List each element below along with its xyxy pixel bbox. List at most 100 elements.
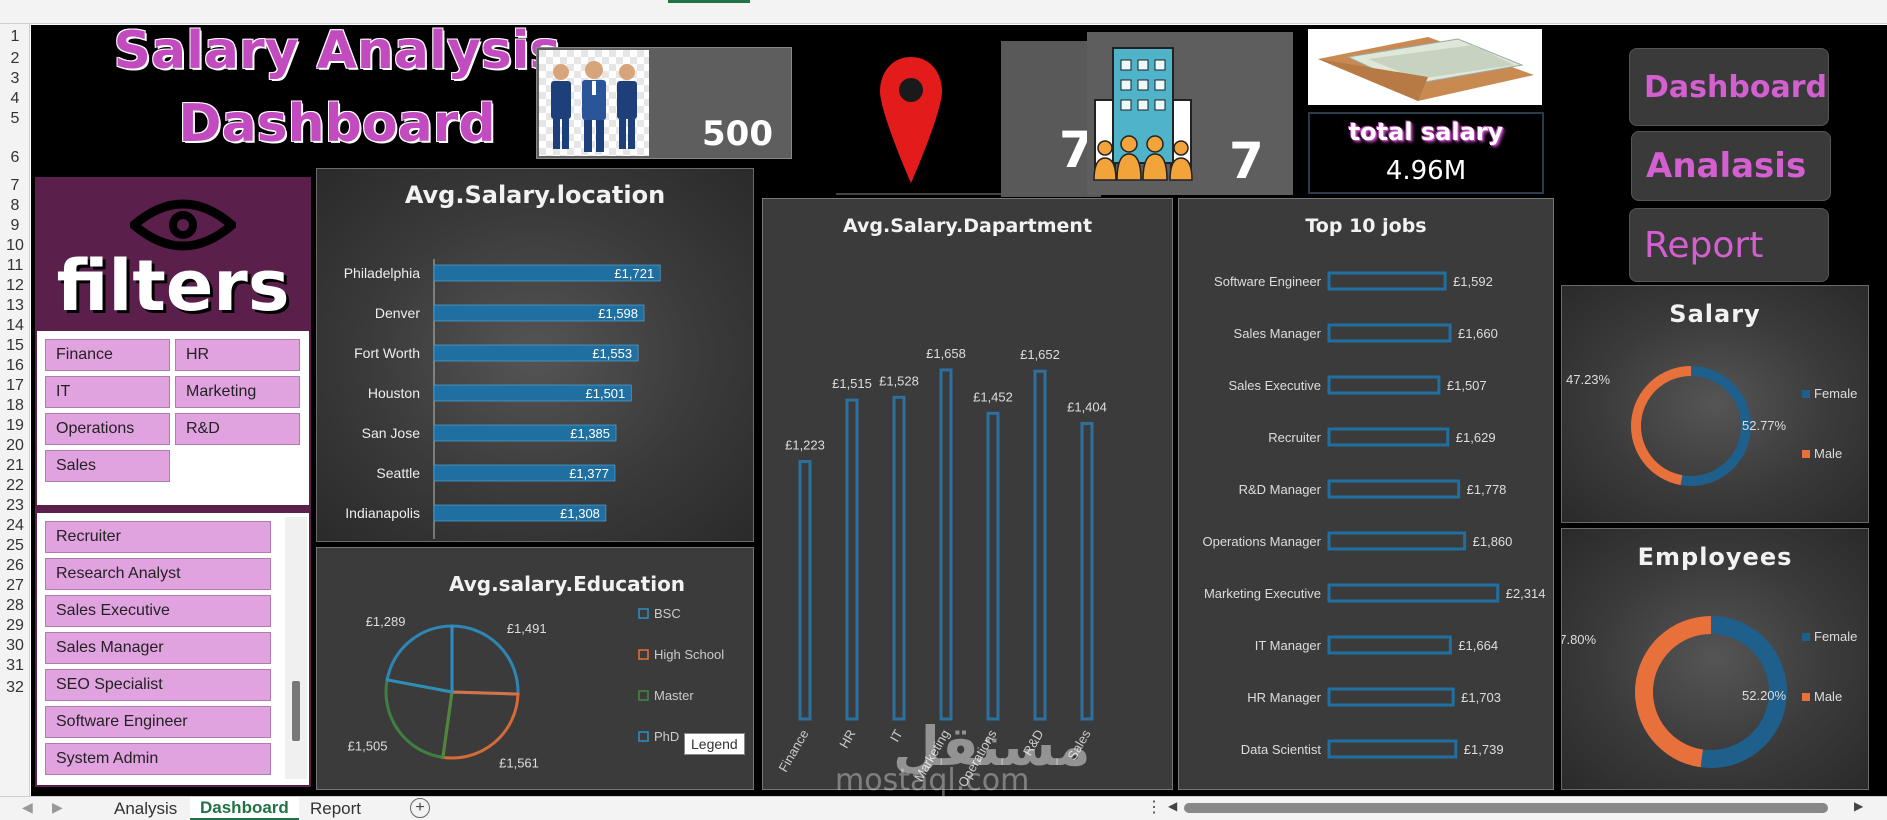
data-label: 52.20% bbox=[1742, 688, 1787, 703]
nav-dashboard-button[interactable]: Dashboard bbox=[1629, 48, 1829, 126]
watermark-arabic: مستقل bbox=[893, 715, 1091, 778]
bar bbox=[433, 264, 661, 282]
education-pie-svg: £1,491 £1,561 £1,505 £1,289 BSC High School Ma… bbox=[348, 606, 725, 770]
jobs-bar-svg: Software Engineer £1,592 Sales Manager £1,6… bbox=[1202, 271, 1546, 759]
data-label: £1,739 bbox=[1464, 742, 1504, 757]
slicer-item-it[interactable]: IT bbox=[45, 376, 170, 408]
slicer-item-sales-manager[interactable]: Sales Manager bbox=[45, 632, 271, 664]
legend-tooltip: Legend bbox=[684, 733, 745, 755]
job-slicer-scrollbar[interactable] bbox=[285, 517, 307, 779]
tab-scroll-left-icon[interactable]: ◀ bbox=[22, 799, 33, 815]
row-number: 30 bbox=[6, 637, 24, 654]
money-envelope-image bbox=[1308, 29, 1542, 105]
data-label: £1,223 bbox=[785, 438, 825, 453]
row-number: 23 bbox=[6, 497, 24, 514]
data-label: £1,664 bbox=[1458, 638, 1498, 653]
row-number: 8 bbox=[10, 197, 20, 214]
row-number: 13 bbox=[6, 297, 24, 314]
bar bbox=[1327, 271, 1447, 291]
money-envelope-icon bbox=[1318, 37, 1534, 101]
slicer-item-sales[interactable]: Sales bbox=[45, 450, 170, 482]
category-label: Sales Executive bbox=[1229, 378, 1322, 393]
column-header-strip bbox=[0, 0, 1887, 24]
top-10-jobs-chart: Top 10 jobs Software Engineer £1,592 Sales… bbox=[1178, 198, 1554, 790]
chart-title: Salary bbox=[1669, 300, 1761, 328]
category-label: R&D Manager bbox=[1239, 482, 1322, 497]
data-label: £1,452 bbox=[973, 389, 1013, 404]
row-number: 32 bbox=[6, 679, 24, 696]
legend-label: Male bbox=[1814, 446, 1842, 461]
tab-scroll-right-icon[interactable]: ▶ bbox=[52, 799, 63, 815]
donut-slice bbox=[1700, 616, 1787, 768]
row-number: 27 bbox=[6, 577, 24, 594]
nav-report-button[interactable]: Report bbox=[1629, 208, 1829, 282]
legend-label: PhD bbox=[654, 729, 679, 744]
row-number: 15 bbox=[6, 337, 24, 354]
slicer-item-finance[interactable]: Finance bbox=[45, 339, 170, 371]
data-label: £1,592 bbox=[1453, 274, 1493, 289]
bar bbox=[939, 368, 953, 721]
category-label: Fort Worth bbox=[354, 345, 420, 361]
slicer-item-recruiter[interactable]: Recruiter bbox=[45, 521, 271, 553]
horizontal-scrollbar[interactable]: ◀ ▶ bbox=[1168, 799, 1868, 815]
data-label: £1,561 bbox=[499, 755, 539, 770]
add-sheet-button[interactable]: + bbox=[410, 798, 430, 818]
category-label: Data Scientist bbox=[1241, 742, 1322, 757]
category-label: Recruiter bbox=[1268, 430, 1321, 445]
salary-gender-chart: Salary 52.77% 47.23% Female Male bbox=[1561, 285, 1869, 523]
data-label: 47.80% bbox=[1562, 632, 1597, 647]
locations-count-box: 7 bbox=[1001, 41, 1101, 197]
bar bbox=[1327, 583, 1500, 603]
scroll-right-arrow-icon[interactable]: ▶ bbox=[1854, 799, 1864, 813]
data-label: £1,515 bbox=[832, 376, 872, 391]
sheet-tab-analysis[interactable]: Analysis bbox=[114, 799, 178, 818]
slicer-item-seo-specialist[interactable]: SEO Specialist bbox=[45, 669, 271, 701]
legend-swatch bbox=[638, 690, 649, 701]
row-number: 29 bbox=[6, 617, 24, 634]
category-label: Indianapolis bbox=[345, 505, 420, 521]
tab-split-handle-icon[interactable]: ⋮ bbox=[1146, 799, 1162, 816]
bar bbox=[892, 395, 906, 721]
slicer-item-marketing[interactable]: Marketing bbox=[175, 376, 300, 408]
nav-analysis-button[interactable]: Analasis bbox=[1631, 131, 1831, 201]
bar bbox=[1327, 635, 1452, 655]
data-label: £1,660 bbox=[1458, 326, 1498, 341]
data-label: £1,860 bbox=[1473, 534, 1513, 549]
data-label: £1,721 bbox=[614, 266, 654, 281]
row-number: 7 bbox=[10, 177, 20, 194]
data-label: £1,629 bbox=[1456, 430, 1496, 445]
bar bbox=[433, 344, 639, 362]
bar bbox=[1080, 421, 1094, 721]
bar bbox=[433, 304, 645, 322]
row-number: 1 bbox=[10, 28, 20, 45]
slicer-item-software-engineer[interactable]: Software Engineer bbox=[45, 706, 271, 738]
scroll-left-arrow-icon[interactable]: ◀ bbox=[1168, 799, 1178, 813]
slicer-item-system-admin[interactable]: System Admin bbox=[45, 743, 271, 775]
slicer-item-hr[interactable]: HR bbox=[175, 339, 300, 371]
slicer-item-sales-executive[interactable]: Sales Executive bbox=[45, 595, 271, 627]
legend-swatch bbox=[638, 608, 649, 619]
legend-label: Master bbox=[654, 688, 694, 703]
bar bbox=[798, 460, 812, 721]
sheet-tab-dashboard[interactable]: Dashboard bbox=[190, 797, 299, 820]
row-number: 2 bbox=[10, 50, 20, 67]
row-number: 14 bbox=[6, 317, 24, 334]
data-label: £1,528 bbox=[879, 373, 919, 388]
legend-label: High School bbox=[654, 647, 724, 662]
bar bbox=[845, 398, 859, 721]
row-number: 28 bbox=[6, 597, 24, 614]
legend-swatch bbox=[1802, 450, 1810, 458]
job-slicer-scroll-thumb[interactable] bbox=[292, 681, 300, 741]
bar bbox=[433, 504, 607, 522]
slicer-item-research-analyst[interactable]: Research Analyst bbox=[45, 558, 271, 590]
row-number: 31 bbox=[6, 657, 24, 674]
employees-donut-svg: 52.20% 47.80% Female Male bbox=[1562, 616, 1857, 768]
slicer-item-operations[interactable]: Operations bbox=[45, 413, 170, 445]
row-number: 25 bbox=[6, 537, 24, 554]
data-label: £2,314 bbox=[1506, 586, 1546, 601]
horizontal-scroll-thumb[interactable] bbox=[1184, 803, 1828, 813]
bar bbox=[986, 411, 1000, 721]
sheet-tab-report[interactable]: Report bbox=[310, 799, 362, 818]
slicer-item-r-d[interactable]: R&D bbox=[175, 413, 300, 445]
bar bbox=[433, 384, 632, 402]
